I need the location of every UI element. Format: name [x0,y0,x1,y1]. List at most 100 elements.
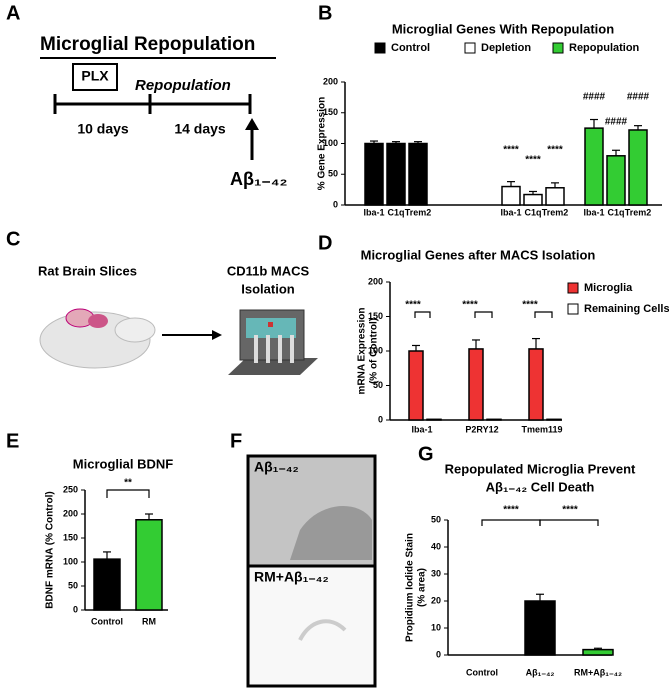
chart-title: Microglial BDNF [73,456,173,471]
chart-title: Repopulated Microglia Prevent [445,461,636,476]
y-axis-label: Propidium Iodide Stain [405,533,416,642]
annotation: #### [627,92,650,103]
y-tick-label: 50 [431,514,441,524]
x-tick-label: Tmem119 [521,424,562,434]
chart-title: Microglial Genes With Repopulation [392,21,614,36]
y-tick-label: 100 [323,138,338,148]
x-tick-label: P2RY12 [465,424,498,434]
x-tick-label: Iba-1 [363,207,384,217]
annotation: **** [562,505,578,516]
annotation: **** [503,145,519,156]
y-axis-label: mRNA Expression [357,308,368,395]
legend-swatch [567,282,579,294]
x-tick-label: C1q [607,207,624,217]
y-tick-label: 200 [323,76,338,86]
significance-bracket [106,489,150,498]
annotation: **** [547,145,563,156]
x-tick-label: RM [142,616,156,626]
bar [486,418,502,421]
y-tick-label: 250 [63,484,78,494]
bar [582,648,614,656]
legend-label: Microglia [584,282,633,294]
tissue [290,506,372,560]
x-tick-label: Trem2 [542,207,569,217]
x-tick-label: Iba-1 [411,424,432,434]
panel-letter: B [318,2,332,24]
timeline-title: Microglial Repopulation [40,34,255,55]
y-tick-label: 0 [333,199,338,209]
x-tick-label: Aβ₁₋₄₂ [526,667,555,677]
chart-title: Aβ₁₋₄₂ Cell Death [486,479,595,494]
bar [501,185,521,206]
legend-swatch [552,42,564,54]
annotation: #### [583,92,606,103]
annotation: **** [405,300,421,311]
legend-label: Remaining Cells [584,303,669,315]
panel-letter: C [6,228,20,250]
bar [528,348,544,421]
y-tick-label: 50 [68,580,78,590]
rat-illustration [39,308,156,369]
arrow-head [212,330,222,340]
x-tick-label: Trem2 [625,207,652,217]
bar [584,127,604,206]
y-tick-label: 100 [368,345,383,355]
y-tick-label: 10 [431,622,441,632]
annotation: **** [503,505,519,516]
legend-label: Control [391,42,430,54]
y-axis-label: (% of Control) [369,318,380,384]
bar [546,418,562,421]
x-tick-label: Control [91,616,123,626]
y-tick-label: 200 [63,508,78,518]
y-axis-label: BDNF mRNA (% Control) [45,491,56,608]
method-label: CD11b MACS [227,263,310,278]
panel-letter: E [6,430,19,452]
legend-swatch [464,42,476,54]
y-tick-label: 200 [368,276,383,286]
drug-box [72,63,118,91]
bar [524,600,556,656]
image-label: Aβ₁₋₄₂ [254,459,299,475]
y-tick-label: 100 [63,556,78,566]
legend-swatch [567,303,579,315]
method-label: Isolation [241,281,295,296]
bar [364,142,384,206]
y-tick-label: 30 [431,568,441,578]
legend-swatch [374,42,386,54]
annotation: #### [605,117,628,128]
y-tick-label: 150 [368,311,383,321]
panel-letter: A [6,2,20,24]
tissue [298,619,347,641]
bar [606,155,626,206]
annotation: **** [522,300,538,311]
x-tick-label: C1q [387,207,404,217]
y-tick-label: 50 [328,169,338,179]
period-label: 10 days [77,121,129,137]
arrow-head [245,118,259,130]
bar [468,348,484,421]
x-tick-label: C1q [524,207,541,217]
y-tick-label: 20 [431,595,441,605]
panel-letter: F [230,430,242,452]
annotation: **** [462,300,478,311]
significance-bracket [481,519,541,526]
period-label: 14 days [174,121,226,137]
y-tick-label: 150 [63,532,78,542]
significance-bracket [539,519,599,526]
x-tick-label: Iba-1 [583,207,604,217]
y-tick-label: 0 [436,649,441,659]
legend-label: Repopulation [569,42,640,54]
bar [545,187,565,206]
bar [408,350,424,421]
bar [135,519,163,611]
panel-letter: G [418,443,434,465]
bar [628,129,648,206]
y-tick-label: 150 [323,107,338,117]
image-label: RM+Aβ₁₋₄₂ [254,569,329,585]
y-tick-label: 50 [373,380,383,390]
treatment-label: Aβ₁₋₄₂ [230,169,288,189]
x-tick-label: Iba-1 [500,207,521,217]
annotation: **** [525,155,541,166]
y-axis-label: % Gene Expression [317,97,328,190]
